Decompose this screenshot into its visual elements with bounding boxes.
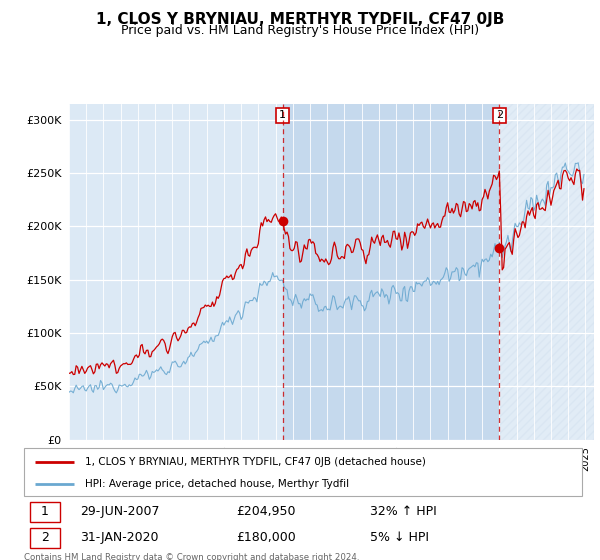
Text: 29-JUN-2007: 29-JUN-2007 [80, 506, 160, 519]
Text: HPI: Average price, detached house, Merthyr Tydfil: HPI: Average price, detached house, Mert… [85, 479, 350, 489]
Text: 2: 2 [41, 531, 49, 544]
Text: Contains HM Land Registry data © Crown copyright and database right 2024.
This d: Contains HM Land Registry data © Crown c… [24, 553, 359, 560]
FancyBboxPatch shape [29, 502, 60, 522]
FancyBboxPatch shape [24, 448, 582, 496]
Text: 5% ↓ HPI: 5% ↓ HPI [370, 531, 429, 544]
FancyBboxPatch shape [29, 528, 60, 548]
Text: 1, CLOS Y BRYNIAU, MERTHYR TYDFIL, CF47 0JB: 1, CLOS Y BRYNIAU, MERTHYR TYDFIL, CF47 … [96, 12, 504, 27]
Text: £180,000: £180,000 [236, 531, 296, 544]
Text: £204,950: £204,950 [236, 506, 296, 519]
Text: 1: 1 [41, 506, 49, 519]
Text: 1, CLOS Y BRYNIAU, MERTHYR TYDFIL, CF47 0JB (detached house): 1, CLOS Y BRYNIAU, MERTHYR TYDFIL, CF47 … [85, 458, 426, 467]
Text: Price paid vs. HM Land Registry's House Price Index (HPI): Price paid vs. HM Land Registry's House … [121, 24, 479, 37]
Bar [283, 104, 499, 440]
Bar [499, 104, 594, 440]
Text: 31-JAN-2020: 31-JAN-2020 [80, 531, 158, 544]
Text: 32% ↑ HPI: 32% ↑ HPI [370, 506, 437, 519]
Text: 1: 1 [279, 110, 286, 120]
Text: 2: 2 [496, 110, 503, 120]
